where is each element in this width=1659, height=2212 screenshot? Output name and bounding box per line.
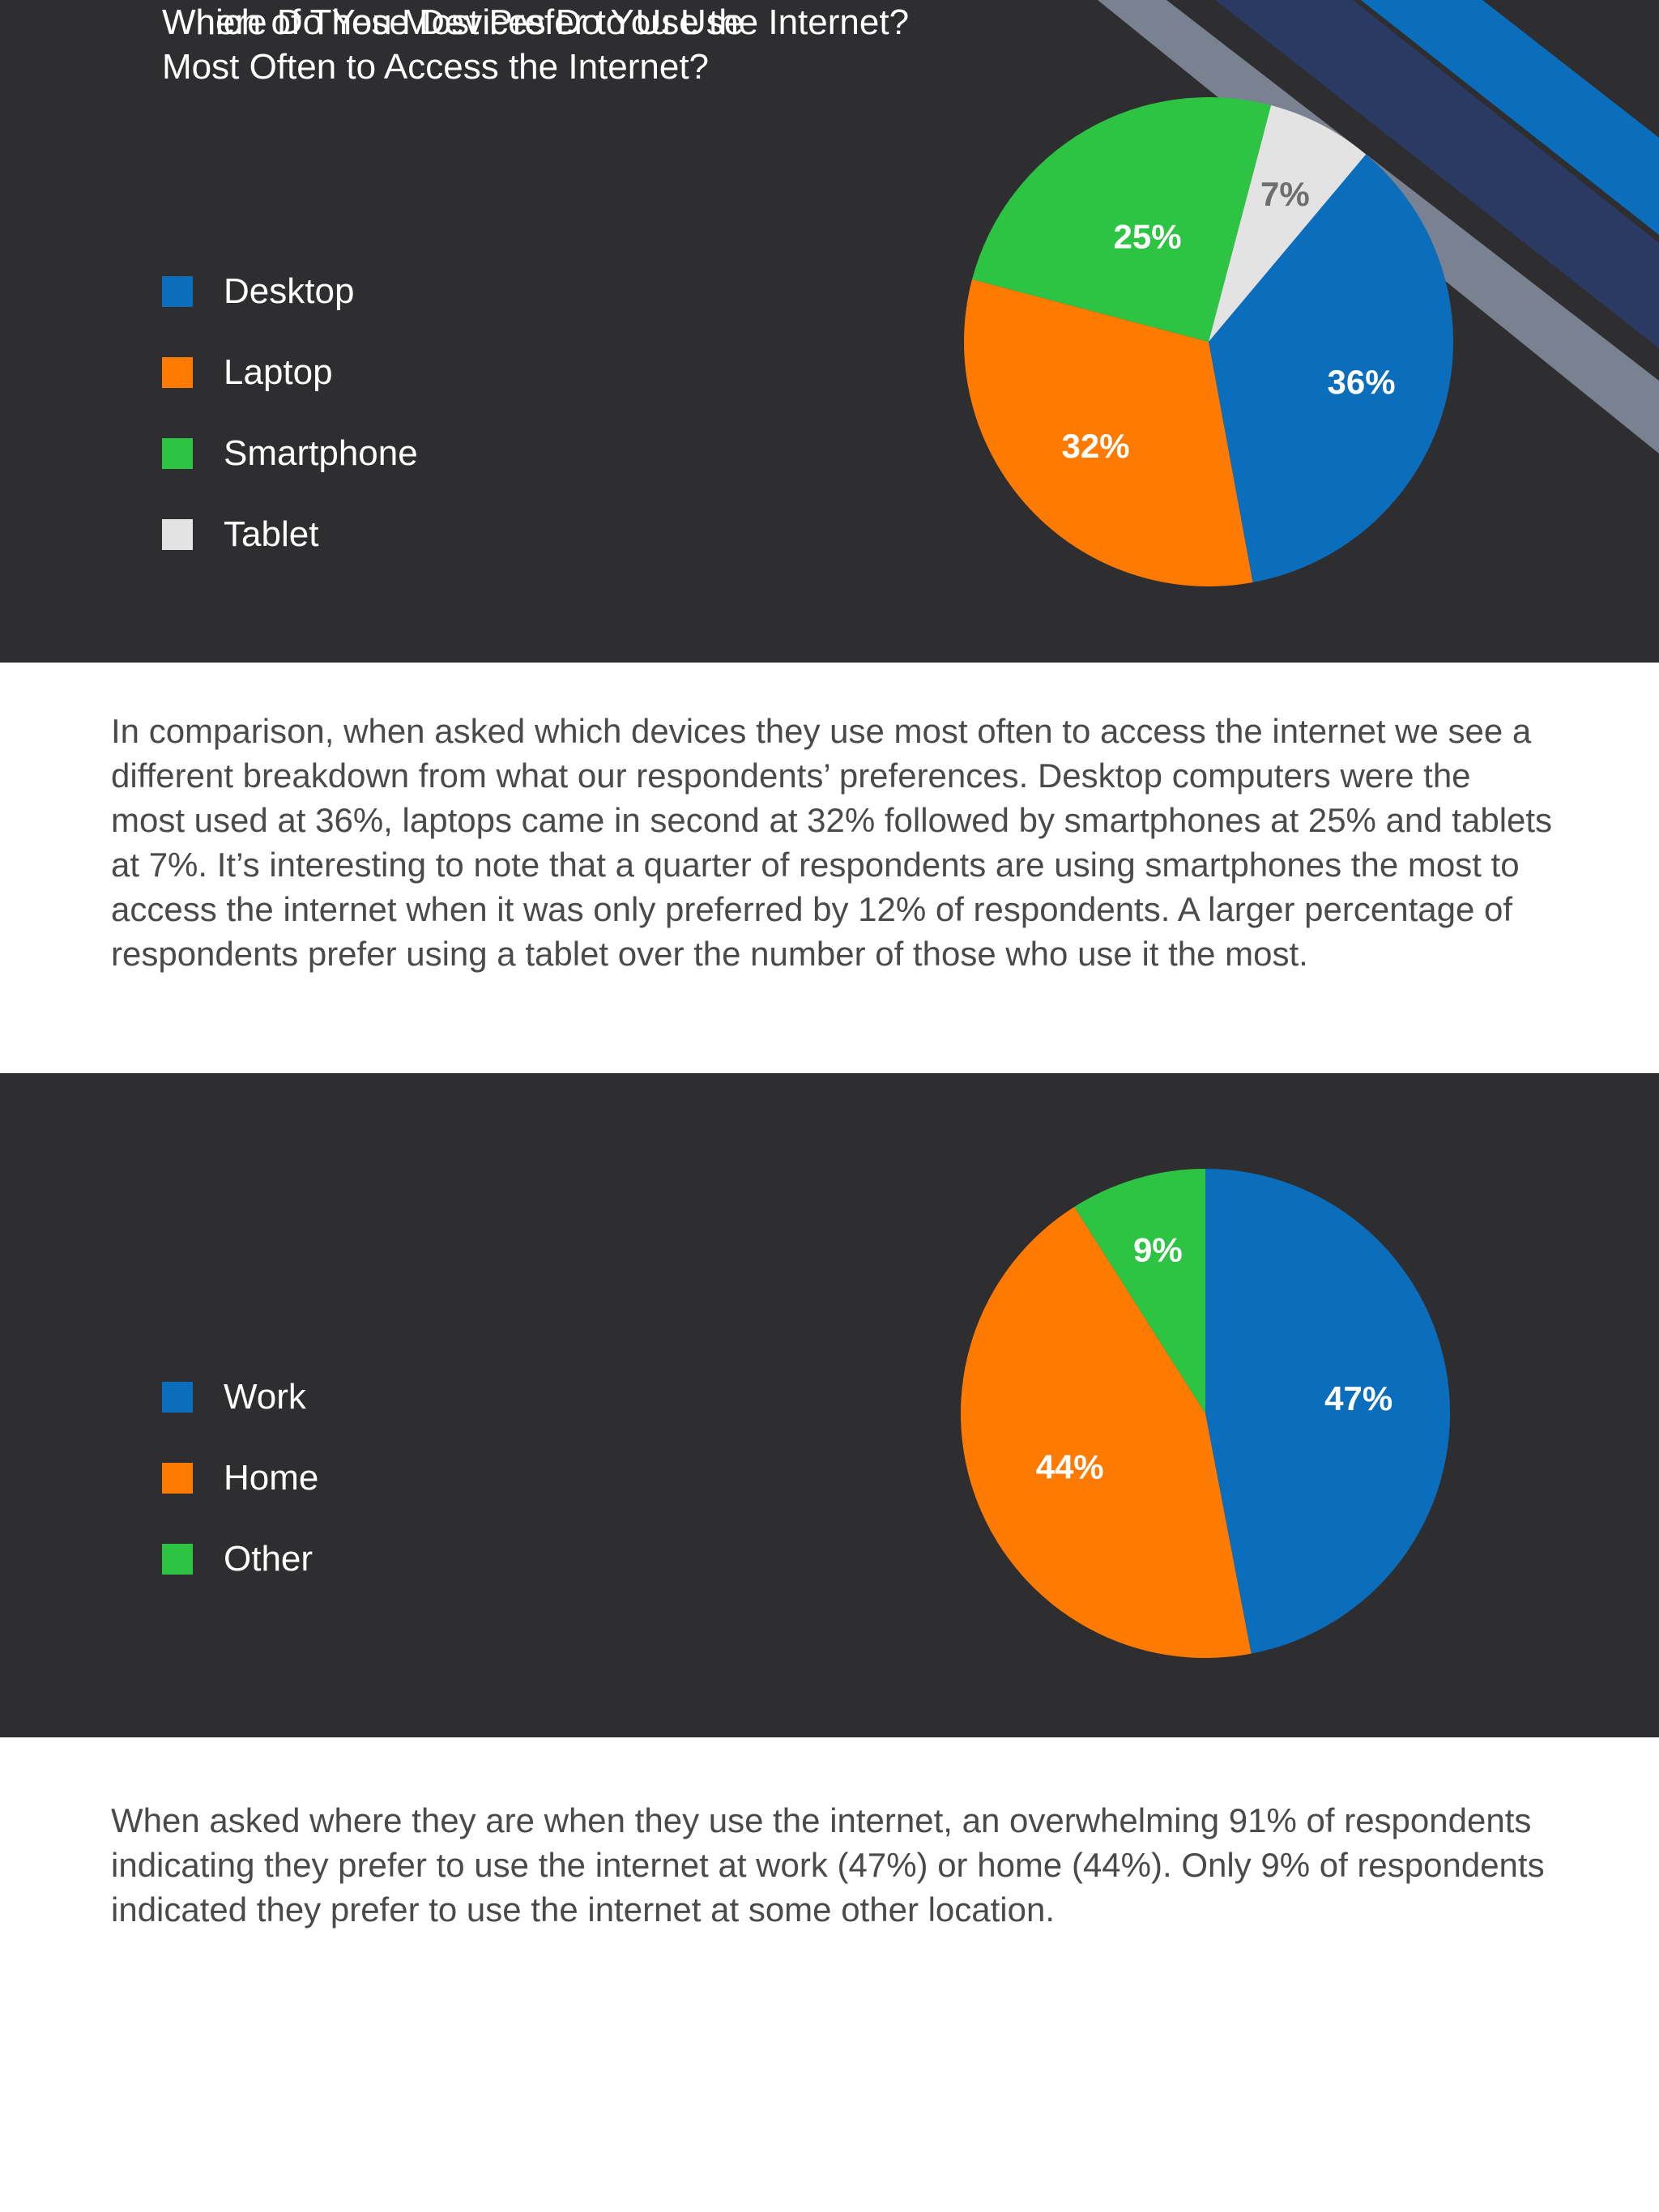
devices-legend: Desktop Laptop Smartphone Tablet [162, 251, 418, 575]
pie-label-tablet: 7% [1260, 175, 1310, 213]
legend-swatch [162, 438, 193, 469]
legend-label: Desktop [224, 271, 355, 311]
legend-item-smartphone: Smartphone [162, 413, 418, 494]
pie-label-work: 47% [1324, 1379, 1392, 1417]
pie-slice-smartphone [972, 96, 1272, 342]
pie-label-home: 44% [1036, 1447, 1104, 1485]
legend-swatch [162, 1463, 193, 1494]
legend-label: Tablet [224, 514, 319, 554]
legend-item-laptop: Laptop [162, 332, 418, 413]
location-chart-title: Where Do You Most Prefer to Use the Inte… [162, 2, 910, 42]
legend-swatch [162, 357, 193, 388]
pie-label-laptop: 32% [1062, 427, 1130, 465]
legend-swatch [162, 1382, 193, 1413]
pie-label-smartphone: 25% [1114, 217, 1182, 255]
location-summary-paragraph: When asked where they are when they use … [111, 1801, 1545, 1929]
legend-item-desktop: Desktop [162, 251, 418, 332]
legend-label: Work [224, 1377, 306, 1417]
stripe-blue [1361, 0, 1659, 235]
stripe-navy [1215, 0, 1659, 348]
legend-item-home: Home [162, 1438, 318, 1519]
legend-swatch [162, 519, 193, 550]
legend-label: Smartphone [224, 433, 418, 473]
legend-swatch [162, 276, 193, 307]
legend-label: Other [224, 1539, 313, 1579]
pie-label-other: 9% [1133, 1230, 1183, 1268]
location-pie-chart: 47% 44% 9% [961, 1169, 1450, 1658]
devices-chart-title: Which of These Devices Do You Use Most O… [162, 2, 744, 87]
legend-label: Laptop [224, 352, 333, 392]
devices-chart-panel: 36% 32% 25% 7% [0, 0, 1659, 663]
pie-slice-work [1205, 1169, 1450, 1654]
pie-slice-desktop [1209, 154, 1454, 583]
legend-item-work: Work [162, 1357, 318, 1438]
pie-slice-laptop [964, 279, 1253, 586]
location-legend: Work Home Other [162, 1357, 318, 1600]
devices-summary-paragraph: In comparison, when asked which devices … [111, 712, 1553, 973]
legend-swatch [162, 1544, 193, 1575]
pie-label-desktop: 36% [1327, 363, 1395, 401]
pie-slice-tablet [1209, 105, 1367, 342]
legend-item-tablet: Tablet [162, 494, 418, 575]
legend-label: Home [224, 1458, 319, 1498]
location-chart-panel: 47% 44% 9% [0, 1073, 1659, 1737]
legend-item-other: Other [162, 1519, 318, 1600]
devices-pie-chart: 36% 32% 25% 7% [964, 96, 1454, 586]
pie-slice-other [1074, 1169, 1205, 1413]
pie-slice-home [961, 1207, 1252, 1658]
